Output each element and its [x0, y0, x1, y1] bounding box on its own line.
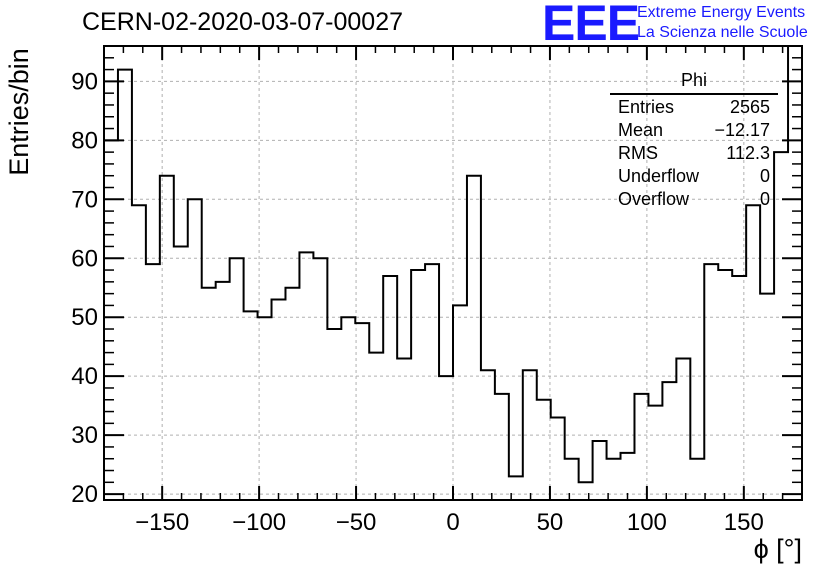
histogram-bin — [258, 317, 272, 500]
histogram-bin — [272, 300, 286, 500]
stats-row-rms: RMS 112.3 — [610, 142, 778, 165]
histogram-bin — [202, 288, 216, 500]
logo-line1: Extreme Energy Events — [637, 4, 806, 21]
histogram-bin — [621, 453, 635, 500]
histogram-step-line — [104, 45, 802, 484]
stats-value: 112.3 — [726, 143, 770, 163]
histogram-bin — [481, 370, 495, 500]
x-axis-label: ϕ [°] — [753, 534, 802, 564]
histogram-bin — [593, 441, 607, 500]
histogram-bin — [690, 459, 704, 500]
stats-title: Phi — [610, 70, 778, 95]
stats-value: 0 — [759, 189, 770, 209]
histogram-bin — [439, 376, 453, 500]
histogram-bin — [132, 205, 146, 500]
histogram-series — [104, 45, 802, 500]
histogram-bin — [285, 288, 299, 500]
histogram-bin — [662, 382, 676, 500]
histogram-bin — [216, 282, 230, 500]
y-tick-label: 80 — [71, 127, 98, 154]
histogram-bin — [313, 258, 327, 500]
histogram-bin — [676, 358, 690, 500]
histogram-bin — [648, 406, 662, 500]
histogram-bin — [383, 276, 397, 500]
axis-tick-labels: −150 −100 −50 0 50 100 150 20 30 40 50 60 70 80 90 — [71, 68, 764, 536]
stats-label: Underflow — [618, 166, 700, 186]
histogram-bin — [327, 329, 341, 500]
histogram-bin — [565, 459, 579, 500]
histogram-bin — [244, 311, 258, 500]
x-tick-label: −50 — [336, 509, 377, 536]
histogram-bin — [411, 270, 425, 500]
histogram-bin — [467, 176, 481, 500]
y-tick-label: 40 — [71, 363, 98, 390]
histogram-bin — [299, 252, 313, 500]
page-title: CERN-02-2020-03-07-00027 — [82, 8, 404, 36]
stats-row-entries: Entries 2565 — [610, 96, 778, 119]
stats-row-underflow: Underflow 0 — [610, 165, 778, 188]
stats-label: Mean — [618, 120, 664, 140]
stats-label: Overflow — [618, 189, 690, 209]
histogram-bin — [788, 46, 802, 500]
stats-value: 0 — [759, 166, 770, 186]
y-tick-label: 20 — [71, 481, 98, 508]
stats-label: RMS — [618, 143, 658, 163]
stats-label: Entries — [618, 97, 675, 117]
stats-box: Phi Entries 2565 Mean −12.17 RMS 112.3 U… — [610, 70, 778, 211]
histogram-bin — [230, 258, 244, 500]
histogram-bin — [425, 264, 439, 500]
histogram-bin — [634, 394, 648, 500]
y-tick-label: 90 — [71, 68, 98, 95]
y-tick-label: 30 — [71, 422, 98, 449]
x-tick-label: 100 — [627, 509, 667, 536]
histogram-bin — [188, 199, 202, 500]
histogram-bin — [355, 323, 369, 500]
y-tick-label: 60 — [71, 245, 98, 272]
histogram-bin — [746, 205, 760, 500]
stats-row-mean: Mean −12.17 — [610, 119, 778, 142]
histogram-bin — [523, 370, 537, 500]
histogram-bin — [732, 276, 746, 500]
histogram-bin — [718, 270, 732, 500]
x-tick-label: 0 — [446, 509, 459, 536]
axis-ticks — [104, 45, 802, 500]
x-tick-label: −150 — [135, 509, 189, 536]
histogram-bin — [704, 264, 718, 500]
histogram-bin — [369, 353, 383, 500]
histogram-bin — [495, 394, 509, 500]
stats-row-overflow: Overflow 0 — [610, 188, 778, 211]
x-tick-label: 150 — [724, 509, 764, 536]
histogram-bin — [579, 482, 593, 500]
histogram-bin — [537, 400, 551, 500]
stats-value: −12.17 — [714, 120, 770, 140]
histogram-bin — [160, 176, 174, 500]
logo-letters: EEE — [542, 0, 640, 51]
histogram-bin — [341, 317, 355, 500]
x-tick-label: −100 — [232, 509, 286, 536]
histogram-bin — [453, 305, 467, 500]
histogram-bin — [760, 294, 774, 500]
histogram-bin — [551, 417, 565, 500]
stats-value: 2565 — [729, 97, 770, 117]
y-tick-label: 50 — [71, 304, 98, 331]
histogram-bin — [146, 264, 160, 500]
y-axis-label: Entries/bin — [4, 48, 34, 176]
x-tick-label: 50 — [537, 509, 564, 536]
logo-line2: La Scienza nelle Scuole — [637, 24, 808, 41]
histogram-bin — [397, 358, 411, 500]
histogram-bin — [174, 246, 188, 500]
histogram-bin — [104, 140, 118, 500]
y-tick-label: 70 — [71, 186, 98, 213]
